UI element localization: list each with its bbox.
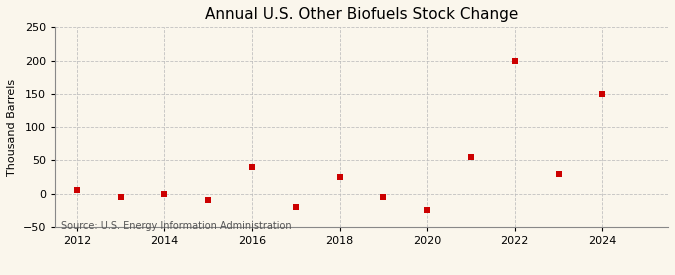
Title: Annual U.S. Other Biofuels Stock Change: Annual U.S. Other Biofuels Stock Change <box>205 7 518 22</box>
Point <box>510 58 520 63</box>
Point <box>554 172 564 176</box>
Y-axis label: Thousand Barrels: Thousand Barrels <box>7 79 17 176</box>
Point <box>422 208 433 213</box>
Text: Source: U.S. Energy Information Administration: Source: U.S. Energy Information Administ… <box>61 221 292 231</box>
Point <box>378 195 389 199</box>
Point <box>246 165 257 169</box>
Point <box>466 155 477 159</box>
Point <box>597 92 608 96</box>
Point <box>72 188 82 192</box>
Point <box>202 198 213 203</box>
Point <box>290 205 301 209</box>
Point <box>334 175 345 179</box>
Point <box>115 195 126 199</box>
Point <box>159 191 170 196</box>
